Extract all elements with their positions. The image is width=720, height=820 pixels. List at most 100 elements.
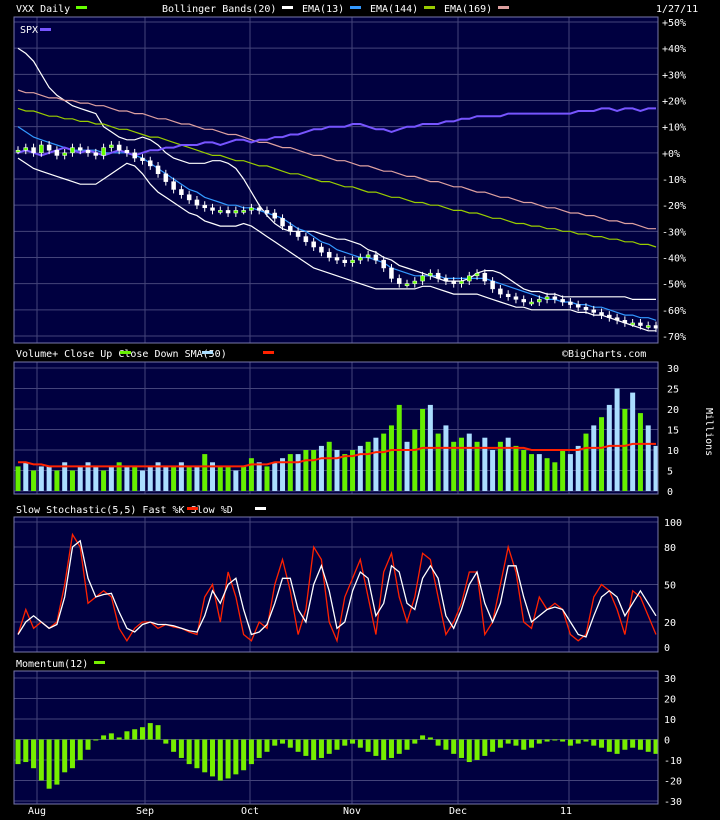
momentum-bar <box>69 739 75 769</box>
volume-bar <box>404 441 410 491</box>
vxx-candle <box>62 152 67 156</box>
volume-bar <box>622 409 628 491</box>
momentum-bar <box>497 739 503 748</box>
momentum-bar <box>388 739 394 758</box>
volume-bar <box>536 454 542 491</box>
momentum-y-tick: 30 <box>664 674 676 685</box>
volume-bar <box>225 466 231 491</box>
price-y-tick: +40% <box>662 44 686 55</box>
vxx-candle <box>124 149 130 154</box>
momentum-bar <box>46 739 52 789</box>
vxx-candle <box>529 301 534 305</box>
vxx-candle <box>342 259 348 263</box>
vxx-candle <box>264 210 270 214</box>
vxx-candle <box>645 325 651 328</box>
momentum-y-tick: 20 <box>664 695 676 706</box>
volume-bar <box>505 437 511 491</box>
vxx-candle <box>358 257 363 261</box>
price-y-tick: +20% <box>662 97 686 108</box>
momentum-bar <box>194 739 200 769</box>
volume-bar <box>132 466 138 491</box>
watermark: ©BigCharts.com <box>562 349 646 360</box>
momentum-bar <box>342 739 348 746</box>
vxx-candle <box>116 144 122 151</box>
volume-bar <box>248 458 254 491</box>
vxx-candle <box>46 144 52 151</box>
volume-bar <box>544 458 550 491</box>
volume-bar <box>163 466 169 491</box>
vxx-candle <box>365 254 371 258</box>
vxx-candle <box>179 189 184 195</box>
volume-y-tick: 5 <box>667 467 673 478</box>
vxx-candle <box>435 272 441 279</box>
momentum-bar <box>77 739 83 760</box>
momentum-bar <box>241 739 247 771</box>
vxx-candle <box>39 144 44 154</box>
volume-bar <box>567 454 573 491</box>
vxx-candle <box>326 252 332 258</box>
vxx-candle <box>505 293 511 297</box>
volume-bar <box>474 441 480 491</box>
volume-bar <box>46 466 52 491</box>
momentum-bar <box>272 739 278 746</box>
vxx-candle <box>54 149 60 156</box>
momentum-bar <box>653 739 659 754</box>
price-y-tick: -70% <box>662 332 686 343</box>
sma50-swatch <box>263 351 274 354</box>
volume-bar <box>124 466 130 491</box>
vxx-candle <box>295 231 301 237</box>
volume-bar <box>303 450 309 491</box>
volume-bar <box>381 433 387 491</box>
volume-bar <box>326 441 332 491</box>
volume-bar <box>396 404 402 491</box>
momentum-bar <box>622 739 628 750</box>
vxx-candle <box>256 207 262 211</box>
momentum-bar <box>225 739 231 779</box>
volume-ylabel: Millions <box>703 408 714 456</box>
volume-bar <box>116 462 122 491</box>
vxx-candle <box>513 296 519 300</box>
vxx-candle <box>482 272 488 282</box>
momentum-title: Momentum(12) <box>16 659 88 670</box>
price-y-tick: -30% <box>662 227 686 238</box>
momentum-bar <box>420 735 426 740</box>
vxx-candle <box>622 320 628 324</box>
vxx-candle <box>23 147 29 151</box>
volume-bar <box>482 437 488 491</box>
price-y-tick: +10% <box>662 123 686 134</box>
price-y-tick: -60% <box>662 306 686 317</box>
vxx-candle <box>101 147 106 156</box>
vxx-candle <box>537 299 542 303</box>
vxx-candle <box>70 147 75 154</box>
momentum-bar <box>101 735 107 740</box>
momentum-bar <box>381 739 387 760</box>
vxx-candle <box>334 257 340 261</box>
volume-bar <box>186 466 192 491</box>
momentum-y-tick: 10 <box>664 715 676 726</box>
vxx-candle <box>210 207 215 211</box>
vxx-candle <box>412 280 418 284</box>
fast-k-swatch <box>187 507 198 510</box>
volume-bar <box>552 462 558 491</box>
price-y-tick: -20% <box>662 201 686 212</box>
ema169-line <box>17 89 656 230</box>
momentum-bar <box>287 739 293 748</box>
volume-bar <box>178 462 184 491</box>
vxx-candle <box>163 173 169 182</box>
momentum-bar <box>295 739 301 752</box>
volume-bar <box>295 454 301 491</box>
sma50-line <box>18 442 656 468</box>
momentum-bar <box>108 733 114 740</box>
momentum-bar <box>23 739 29 763</box>
volume-bar <box>451 441 457 491</box>
momentum-bar <box>116 737 122 740</box>
momentum-bar <box>124 731 130 740</box>
vxx-candle <box>568 301 573 305</box>
volume-bar <box>614 388 620 491</box>
volume-bar <box>653 445 659 491</box>
vxx-candle <box>599 312 604 316</box>
momentum-bar <box>311 739 317 760</box>
volume-bar <box>241 466 247 491</box>
volume-bar <box>210 462 216 491</box>
vxx-candle <box>451 280 456 284</box>
